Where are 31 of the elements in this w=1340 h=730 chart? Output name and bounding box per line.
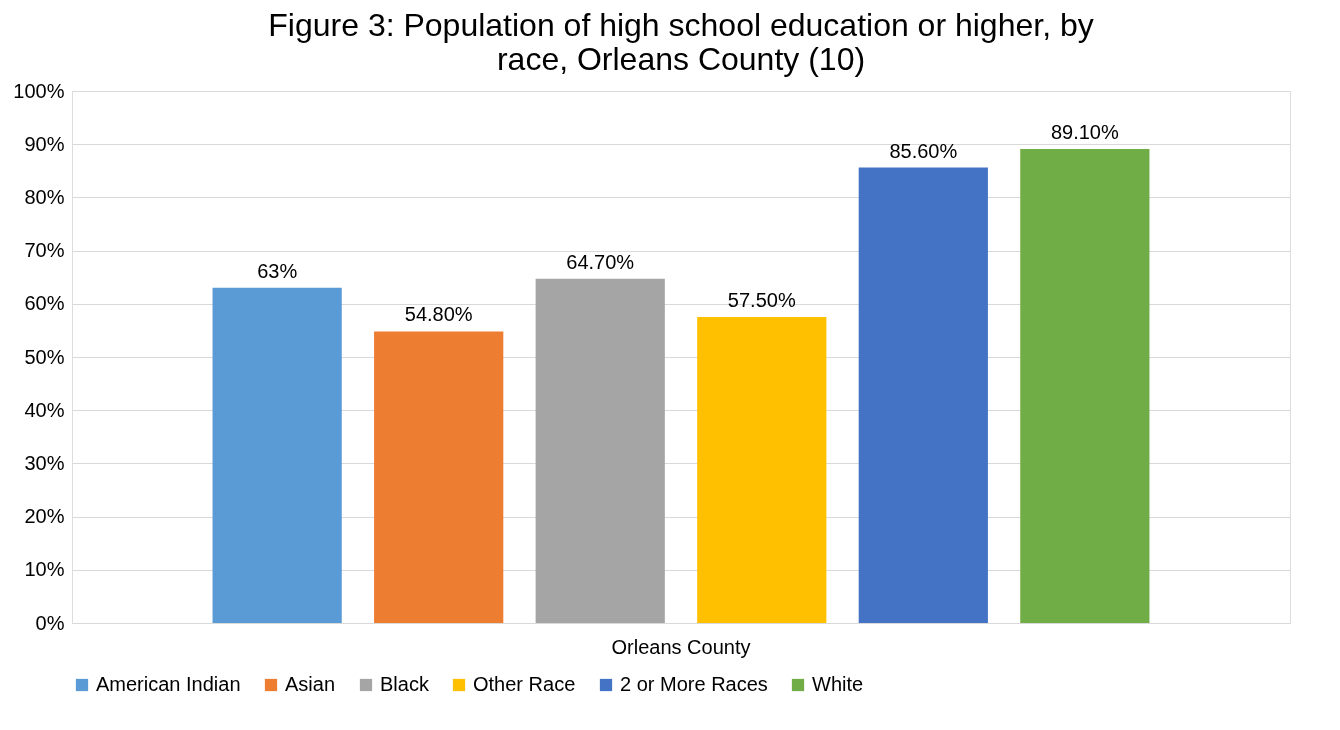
y-tick-label: 80% (24, 185, 65, 208)
chart-title: Figure 3: Population of high school education or higher, by race, Orleans County (10) (268, 7, 1094, 77)
bar (1020, 148, 1150, 623)
x-tick-label: Orleans County (611, 635, 751, 658)
data-label: 54.80% (404, 303, 473, 326)
y-tick-label: 10% (24, 558, 65, 581)
bar (374, 331, 504, 623)
bar (858, 167, 988, 623)
y-tick-label: 20% (24, 505, 65, 528)
y-tick-label: 100% (13, 79, 65, 102)
y-tick-label: 60% (24, 292, 65, 315)
bar (535, 278, 665, 623)
y-tick-label: 90% (24, 132, 65, 155)
legend-label: Other Race (473, 673, 576, 695)
legend-label: American Indian (96, 673, 241, 695)
data-label: 85.60% (889, 139, 958, 162)
legend-label: Black (380, 673, 430, 695)
legend-label: White (812, 673, 864, 695)
data-label: 57.50% (727, 289, 796, 312)
legend-label: Asian (285, 673, 336, 695)
data-label: 64.70% (566, 250, 635, 273)
data-label: 63% (257, 259, 298, 282)
y-tick-label: 70% (24, 239, 65, 262)
y-tick-label: 40% (24, 398, 65, 421)
data-label: 89.10% (1050, 120, 1119, 143)
bar (697, 317, 827, 623)
y-tick-label: 0% (35, 611, 65, 634)
bar (212, 287, 342, 623)
legend-label: 2 or More Races (620, 673, 768, 695)
y-tick-label: 50% (24, 345, 65, 368)
y-tick-label: 30% (24, 451, 65, 474)
